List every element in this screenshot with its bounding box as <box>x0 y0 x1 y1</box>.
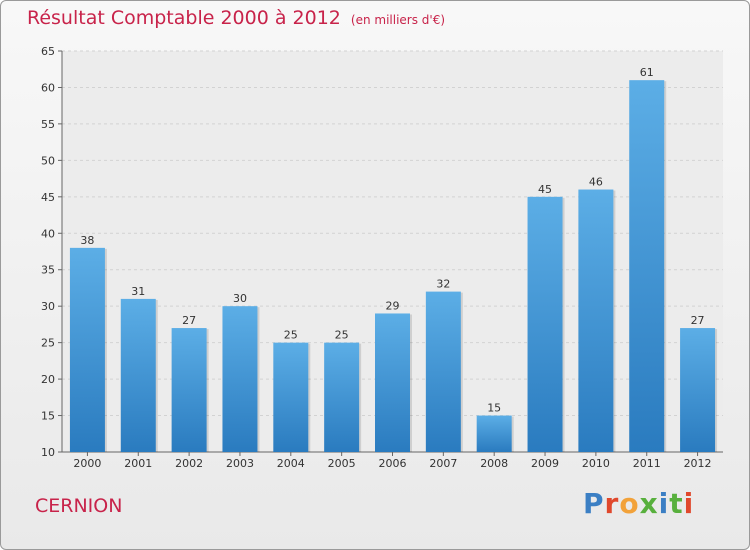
logo-letter: i <box>658 487 670 520</box>
bar-chart: 10 15 20 25 30 35 40 45 50 55 60 65 38 2000 31 2001 27 20… <box>41 45 723 470</box>
bar <box>375 313 410 452</box>
y-tick-label: 65 <box>41 45 55 58</box>
proxiti-logo: Proxiti <box>583 487 694 520</box>
bar <box>527 196 563 452</box>
x-tick-label: 2005 <box>328 457 356 470</box>
town-name: CERNION <box>35 495 123 517</box>
y-tick-label: 60 <box>41 81 55 94</box>
title-text: Résultat Comptable 2000 à 2012 <box>27 7 341 29</box>
data-label: 46 <box>589 176 603 189</box>
bar <box>476 415 512 452</box>
data-label: 25 <box>284 329 298 342</box>
data-label: 31 <box>131 285 145 298</box>
chart-title: Résultat Comptable 2000 à 2012 (en millie… <box>27 7 445 29</box>
y-tick-label: 20 <box>41 373 55 386</box>
bar <box>680 328 716 452</box>
data-label: 27 <box>691 314 705 327</box>
x-tick-label: 2007 <box>429 457 457 470</box>
y-tick-label: 30 <box>41 300 55 313</box>
logo-letter: i <box>683 487 695 520</box>
logo-letter: r <box>604 487 620 520</box>
x-tick-label: 2008 <box>480 457 508 470</box>
bar <box>120 298 156 452</box>
x-tick-label: 2001 <box>124 457 152 470</box>
data-label: 32 <box>436 278 450 291</box>
y-tick-label: 45 <box>41 191 55 204</box>
data-label: 15 <box>487 402 501 415</box>
bar <box>222 306 258 452</box>
bar <box>629 80 665 452</box>
logo-letter: x <box>639 487 659 520</box>
x-tick-label: 2012 <box>684 457 712 470</box>
data-label: 30 <box>233 292 247 305</box>
title-unit: (en milliers d'€) <box>350 13 446 27</box>
x-tick-label: 2002 <box>175 457 203 470</box>
bar <box>171 328 207 452</box>
data-label: 27 <box>182 314 196 327</box>
bar <box>273 342 309 452</box>
logo-letter: P <box>583 487 605 520</box>
data-label: 29 <box>386 299 400 312</box>
data-label: 38 <box>80 234 94 247</box>
x-tick-label: 2011 <box>633 457 661 470</box>
y-tick-label: 15 <box>41 410 55 423</box>
y-tick-label: 50 <box>41 154 55 167</box>
data-label: 45 <box>538 183 552 196</box>
y-tick-label: 25 <box>41 337 55 350</box>
x-tick-label: 2004 <box>277 457 305 470</box>
y-tick-label: 55 <box>41 118 55 131</box>
x-tick-label: 2006 <box>379 457 407 470</box>
y-tick-label: 10 <box>41 446 55 459</box>
y-tick-label: 40 <box>41 227 55 240</box>
data-label: 61 <box>640 66 654 79</box>
bar <box>578 189 614 452</box>
x-tick-label: 2003 <box>226 457 254 470</box>
x-tick-label: 2010 <box>582 457 610 470</box>
bar <box>69 247 105 452</box>
bar <box>324 342 360 452</box>
logo-letter: t <box>669 487 684 520</box>
x-tick-label: 2009 <box>531 457 559 470</box>
logo-letter: o <box>619 487 640 520</box>
bar <box>425 291 461 452</box>
y-tick-label: 35 <box>41 264 55 277</box>
x-tick-label: 2000 <box>73 457 101 470</box>
data-label: 25 <box>335 329 349 342</box>
